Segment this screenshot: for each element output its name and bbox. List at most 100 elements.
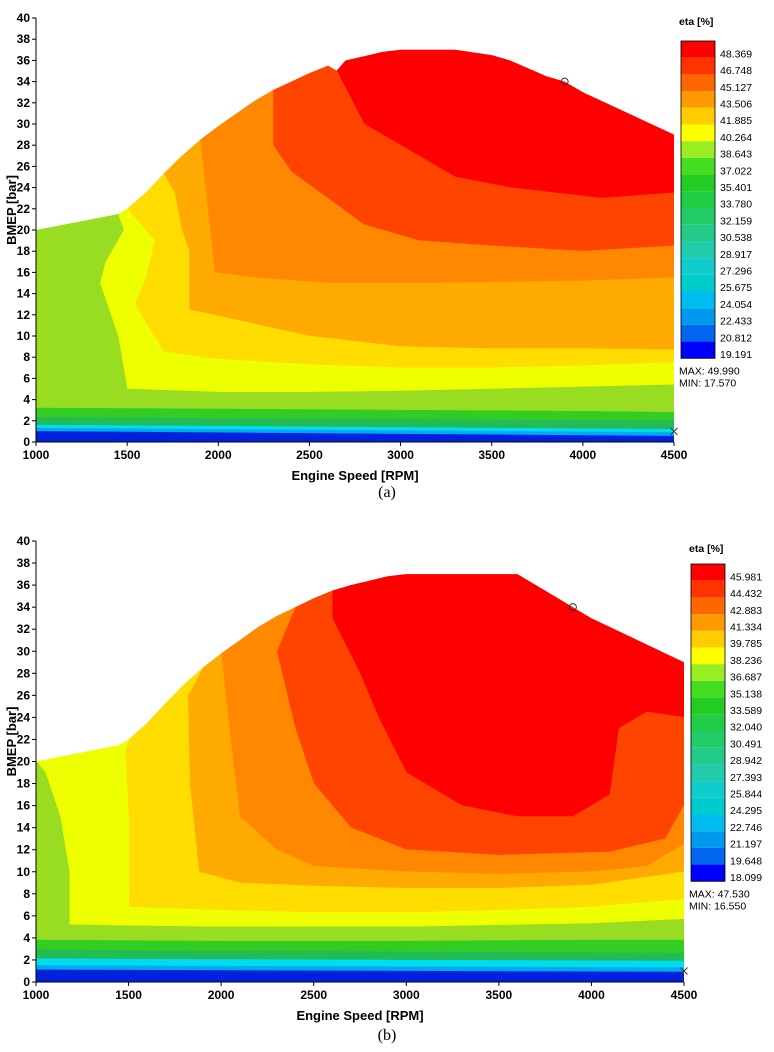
- y-tick-label: 0: [23, 435, 30, 449]
- legend-level-label: 25.675: [720, 282, 752, 294]
- legend-frame: [680, 40, 716, 359]
- legend-swatch: [681, 91, 715, 108]
- x-tick-label: 1000: [23, 448, 50, 462]
- legend-swatch: [691, 731, 725, 748]
- legend-swatch: [681, 41, 715, 58]
- legend-swatch: [681, 157, 715, 175]
- y-tick-label: 20: [17, 223, 31, 237]
- y-tick-label: 12: [17, 308, 31, 322]
- x-tick-label: 2000: [208, 988, 235, 1002]
- y-tick-label: 18: [17, 777, 31, 791]
- y-tick-label: 16: [17, 265, 31, 279]
- min-marker: [680, 967, 688, 975]
- legend-swatch: [691, 597, 725, 615]
- y-tick-label: 4: [23, 931, 30, 945]
- legend-level-label: 24.054: [720, 299, 752, 311]
- y-tick-label: 24: [17, 181, 31, 195]
- legend-swatch: [691, 747, 725, 765]
- contour-region: [36, 427, 674, 437]
- legend-swatch: [681, 107, 715, 125]
- y-tick-label: 8: [23, 887, 30, 901]
- legend-swatch: [681, 57, 715, 75]
- legend-level-label: 33.589: [730, 705, 762, 717]
- x-tick-label: 1000: [23, 988, 50, 1002]
- y-tick-label: 26: [17, 688, 31, 702]
- legend-swatch: [691, 714, 725, 731]
- y-tick-label: 2: [23, 414, 30, 428]
- legend-swatch: [691, 697, 725, 715]
- legend-swatch: [681, 124, 715, 142]
- legend-swatch: [691, 664, 725, 681]
- contour-region: [36, 958, 684, 969]
- legend-level-label: 22.433: [720, 316, 752, 328]
- contour-region: [36, 949, 684, 962]
- y-tick-label: 40: [17, 534, 31, 548]
- legend-level-label: 48.369: [720, 48, 752, 60]
- legend-swatch: [681, 308, 715, 325]
- legend-level-label: 45.981: [730, 571, 762, 583]
- legend-level-label: 43.506: [720, 98, 752, 110]
- legend-swatch: [691, 564, 725, 581]
- x-axis-label: Engine Speed [RPM]: [291, 468, 418, 483]
- legend-level-label: 27.296: [720, 265, 752, 277]
- y-tick-label: 6: [23, 909, 30, 923]
- max-marker: [560, 77, 569, 86]
- legend-level-label: 18.099: [730, 872, 762, 884]
- y-tick-label: 30: [17, 644, 31, 658]
- contour-chart-a: 0246810121416182022242628303234363840100…: [4, 11, 752, 501]
- max-marker: [568, 603, 577, 612]
- legend-swatch: [681, 141, 715, 158]
- legend-level-label: 20.812: [720, 332, 752, 344]
- y-tick-label: 40: [17, 11, 31, 25]
- y-tick-label: 10: [17, 865, 31, 879]
- subfigure-caption: (a): [378, 484, 396, 501]
- legend-title: eta [%]: [689, 543, 723, 555]
- legend-level-label: 22.746: [730, 822, 762, 834]
- y-tick-label: 14: [17, 287, 31, 301]
- legend-swatch: [691, 614, 725, 631]
- legend-level-label: 41.334: [730, 621, 762, 633]
- y-tick-label: 14: [17, 821, 31, 835]
- legend-swatch: [681, 191, 715, 208]
- legend-level-label: 24.295: [730, 805, 762, 817]
- x-tick-label: 4500: [671, 988, 698, 1002]
- y-axis-label: BMEP [bar]: [4, 707, 19, 777]
- x-tick-label: 2000: [205, 448, 232, 462]
- y-tick-label: 16: [17, 799, 31, 813]
- legend-swatch: [681, 208, 715, 225]
- legend-swatch: [691, 814, 725, 832]
- x-tick-label: 4500: [661, 448, 688, 462]
- legend-level-label: 35.138: [730, 688, 762, 700]
- y-tick-label: 18: [17, 244, 31, 258]
- min-label: MIN: 16.550: [689, 900, 746, 912]
- y-tick-label: 28: [17, 138, 31, 152]
- contour-chart-b: 0246810121416182022242628303234363840100…: [4, 534, 762, 1044]
- x-tick-label: 1500: [114, 448, 141, 462]
- y-axis-label: BMEP [bar]: [4, 175, 19, 245]
- contour-regions: [36, 574, 684, 982]
- x-tick-label: 1500: [115, 988, 142, 1002]
- legend-level-label: 27.393: [730, 772, 762, 784]
- legend-swatch: [681, 291, 715, 309]
- legend-level-label: 32.159: [720, 215, 752, 227]
- legend-swatch: [691, 797, 725, 815]
- legend-level-label: 38.236: [730, 655, 762, 667]
- legend-level-label: 33.780: [720, 199, 752, 211]
- x-tick-label: 3500: [478, 448, 505, 462]
- x-tick-label: 2500: [300, 988, 327, 1002]
- legend-level-label: 35.401: [720, 182, 752, 194]
- legend-level-label: 30.538: [720, 232, 752, 244]
- max-label: MAX: 49.990: [679, 365, 740, 377]
- y-tick-label: 34: [17, 600, 31, 614]
- legend-level-label: 45.127: [720, 82, 752, 94]
- legend-swatch: [681, 174, 715, 192]
- y-tick-label: 20: [17, 755, 31, 769]
- contour-region: [36, 424, 674, 433]
- y-tick-label: 6: [23, 371, 30, 385]
- x-tick-label: 3000: [387, 448, 414, 462]
- legend-level-label: 32.040: [730, 722, 762, 734]
- x-axis-label: Engine Speed [RPM]: [296, 1008, 423, 1023]
- y-tick-label: 30: [17, 117, 31, 131]
- max-label: MAX: 47.530: [689, 888, 750, 900]
